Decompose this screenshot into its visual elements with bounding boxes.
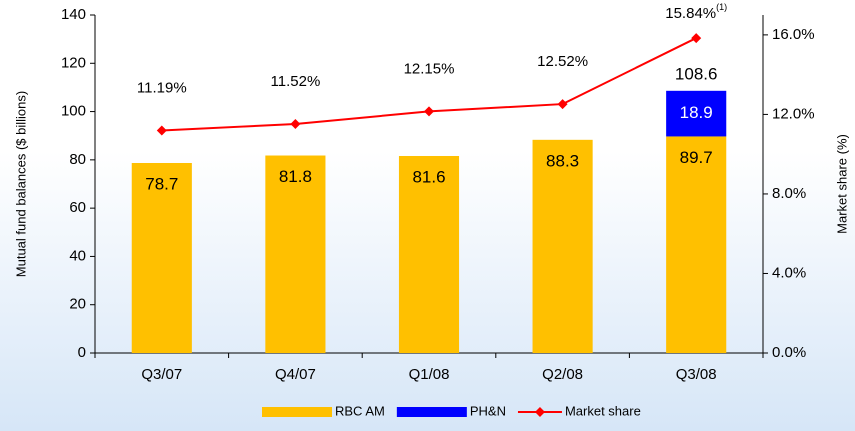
y-tick-label: 0: [78, 344, 86, 361]
bar-label: 81.8: [279, 167, 312, 186]
y2-axis-label: Market share (%): [834, 134, 849, 234]
bar: [532, 139, 593, 353]
y-tick-label: 140: [61, 6, 86, 23]
bar: [131, 162, 192, 353]
x-tick-label: Q2/08: [542, 366, 583, 383]
bar-label: 78.7: [145, 174, 178, 193]
y-tick-label: 120: [61, 54, 86, 71]
y-tick-label: 100: [61, 103, 86, 120]
legend-swatch: [262, 407, 332, 417]
x-tick-label: Q4/07: [275, 366, 316, 383]
y-tick-label: 40: [69, 247, 86, 264]
bar: [666, 136, 727, 353]
y2-tick-label: 4.0%: [772, 264, 806, 281]
y-axis-label: Mutual fund balances ($ billions): [13, 91, 28, 277]
stack-total: 108.6: [675, 64, 718, 83]
bar: [398, 155, 460, 353]
line-label: 12.15%: [404, 60, 455, 77]
y2-tick-label: 16.0%: [772, 26, 815, 43]
x-tick-label: Q3/07: [141, 366, 182, 383]
line-label: 15.84%(1): [665, 2, 727, 22]
line-point: [557, 99, 568, 110]
line-label-text: 15.84%: [665, 5, 716, 22]
x-tick-label: Q1/08: [409, 366, 450, 383]
line-label: 12.52%: [537, 53, 588, 70]
y-tick-label: 20: [69, 296, 86, 313]
line-label-text: 11.52%: [271, 73, 321, 90]
legend-swatch-marker: [534, 407, 545, 417]
line-label-text: 12.52%: [537, 53, 588, 70]
y-tick-label: 60: [69, 199, 86, 216]
bar-label: 89.7: [680, 148, 713, 167]
line-label-text: 11.19%: [137, 79, 187, 96]
line-point: [156, 125, 167, 136]
bar-label: 88.3: [546, 151, 579, 170]
line-label: 11.52%: [271, 73, 321, 90]
line-point: [424, 106, 434, 117]
line-point: [691, 33, 702, 44]
x-tick-label: Q3/08: [676, 366, 717, 383]
bar: [265, 155, 326, 353]
line-point: [290, 118, 301, 129]
legend-swatch: [396, 407, 467, 417]
line-label-note: (1): [716, 2, 727, 12]
line-label-text: 12.15%: [404, 60, 455, 77]
legend-label: Market share: [565, 403, 641, 418]
bar-label: 18.9: [680, 103, 713, 122]
legend-label: RBC AM: [335, 403, 385, 418]
bar: [666, 90, 727, 137]
y2-tick-label: 12.0%: [772, 105, 815, 122]
y2-tick-label: 8.0%: [772, 185, 806, 202]
line-label: 11.19%: [137, 79, 187, 96]
legend-label: PH&N: [470, 403, 506, 418]
bar-label: 81.6: [412, 167, 445, 186]
y-tick-label: 80: [69, 151, 86, 168]
y2-tick-label: 0.0%: [772, 344, 806, 361]
line: [161, 37, 697, 132]
